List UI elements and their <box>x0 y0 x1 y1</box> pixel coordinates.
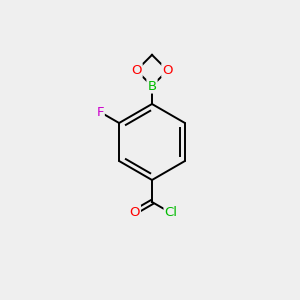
Text: O: O <box>129 206 140 218</box>
Text: B: B <box>147 80 157 92</box>
Text: Cl: Cl <box>165 206 178 220</box>
Text: O: O <box>162 64 173 77</box>
Text: F: F <box>96 106 104 118</box>
Text: O: O <box>131 64 142 77</box>
